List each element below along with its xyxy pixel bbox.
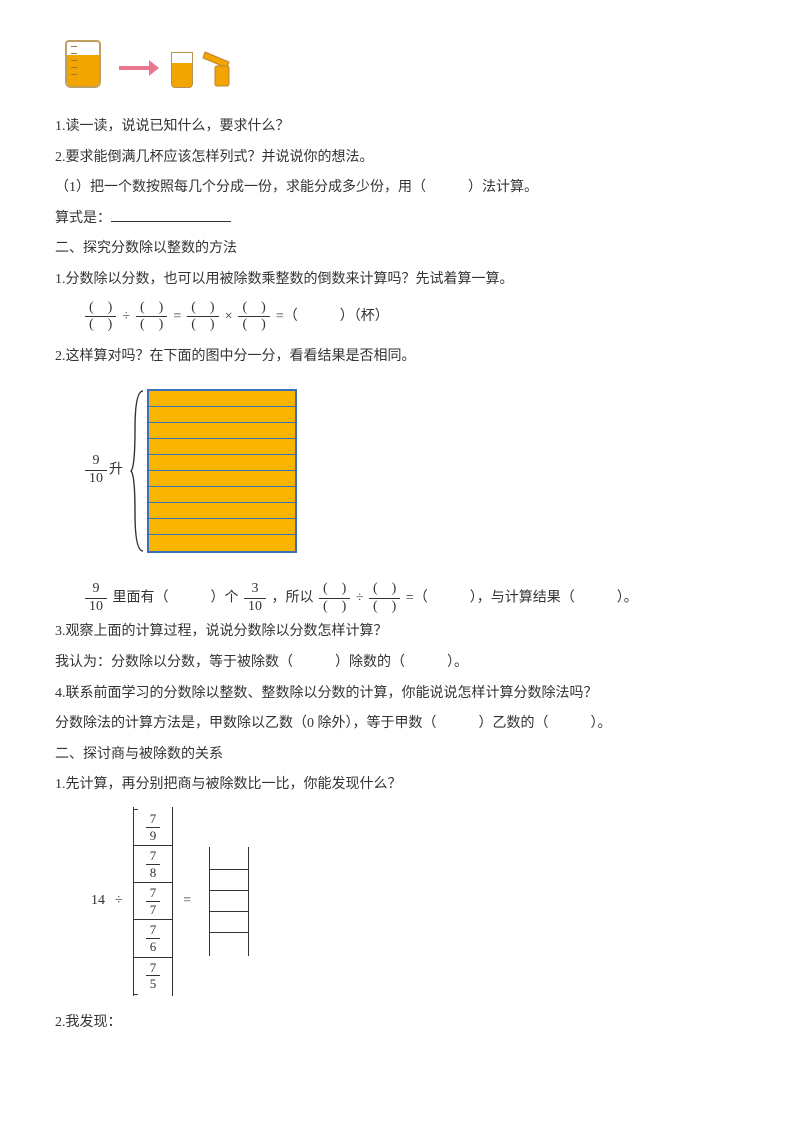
question-1: 1.读一读，说说已知什么，要求什么？	[55, 114, 739, 141]
s3-question-1: 1.先计算，再分别把商与被除数比一比，你能发现什么？	[55, 772, 739, 799]
question-2-1: （1）把一个数按照每几个分成一份，求能分成多少份，用（ ）法计算。	[55, 175, 739, 202]
s2-question-1: 1.分数除以分数，也可以用被除数乘整数的倒数来计算吗？先试着算一算。	[55, 267, 739, 294]
fraction-equation: ( )( ) ÷ ( )( ) = ( )( ) × ( )( ) =（ ）（杯…	[83, 300, 739, 335]
frac-blank-1: ( )( )	[85, 300, 116, 335]
bar-diagram: 910升	[83, 389, 739, 553]
times-sign: ×	[225, 304, 233, 331]
s2-question-3: 3.观察上面的计算过程，说说分数除以分数怎样计算？	[55, 619, 739, 646]
fill-b: ，所以	[272, 590, 314, 605]
frac-3-10: 310	[244, 581, 266, 616]
result-column	[209, 847, 249, 956]
divide-op: ÷	[115, 888, 123, 915]
section-2-title: 二、探究分数除以整数的方法	[55, 236, 739, 263]
question-2: 2.要求能倒满几杯应该怎样列式？并说说你的想法。	[55, 145, 739, 172]
divisor-column: 79 78 77 76 75	[133, 807, 174, 996]
bar-fraction-label: 910升	[83, 453, 123, 488]
formula-blank[interactable]	[111, 208, 231, 222]
bar-den: 10	[85, 471, 107, 488]
result-cell[interactable]	[210, 849, 248, 870]
fill-a: 里面有（ ）个	[113, 590, 239, 605]
equation-tail: =（ ）（杯）	[276, 304, 389, 331]
bar-stack	[147, 389, 297, 553]
equal-sign: =	[173, 304, 181, 331]
bar-unit: 升	[109, 463, 123, 478]
s2-question-2: 2.这样算对吗？在下面的图中分一分，看看结果是否相同。	[55, 344, 739, 371]
s2-q4-answer: 分数除法的计算方法是，甲数除以乙数（0 除外），等于甲数（ ）乙数的（ ）。	[55, 711, 739, 738]
frac-blank-4: ( )( )	[238, 300, 269, 335]
s3-question-2: 2.我发现：	[55, 1010, 739, 1037]
divide-sign: ÷	[122, 304, 130, 331]
result-cell[interactable]	[210, 870, 248, 891]
formula-label: 算式是：	[55, 211, 111, 226]
equal-op: =	[183, 888, 191, 915]
dividend: 14	[91, 888, 105, 915]
frac-blank-6: ( )( )	[369, 581, 400, 616]
fill-sentence: 910 里面有（ ）个 310 ，所以 ( )( ) ÷ ( )( ) =（ ）…	[83, 581, 739, 616]
beaker-icon	[65, 40, 107, 96]
cups-icon	[171, 48, 239, 88]
frac-blank-5: ( )( )	[319, 581, 350, 616]
result-cell[interactable]	[210, 891, 248, 912]
result-cell[interactable]	[210, 912, 248, 933]
formula-line: 算式是：	[55, 206, 739, 233]
frac-blank-2: ( )( )	[136, 300, 167, 335]
divide-sign-2: ÷	[356, 590, 364, 605]
illustration-row	[65, 40, 739, 96]
brace-icon	[129, 389, 147, 553]
frac-9-10: 910	[85, 581, 107, 616]
division-table: 14 ÷ 79 78 77 76 75 =	[91, 807, 739, 996]
result-cell[interactable]	[210, 933, 248, 954]
arrow-icon	[119, 61, 159, 75]
s2-q3-answer: 我认为：分数除以分数，等于被除数（ ）除数的（ ）。	[55, 650, 739, 677]
s2-question-4: 4.联系前面学习的分数除以整数、整数除以分数的计算，你能说说怎样计算分数除法吗？	[55, 681, 739, 708]
bar-num: 9	[85, 453, 107, 471]
frac-blank-3: ( )( )	[187, 300, 218, 335]
fill-c: =（ ），与计算结果（ ）。	[406, 590, 638, 605]
section-3-title: 二、探讨商与被除数的关系	[55, 742, 739, 769]
